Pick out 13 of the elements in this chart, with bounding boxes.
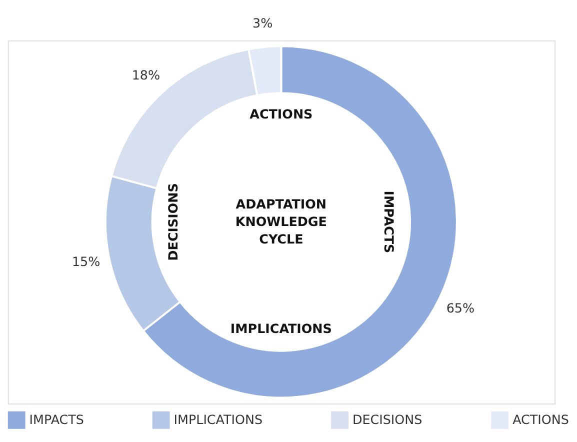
text: IMPLICATIONS — [230, 321, 332, 336]
legend-label: ACTIONS — [512, 412, 569, 428]
text: DECISIONS — [166, 183, 181, 261]
legend-label: IMPLICATIONS — [174, 412, 263, 428]
text: ACTIONS — [250, 106, 313, 122]
text: IMPACTS — [382, 190, 397, 254]
data-label: 18% — [132, 68, 160, 83]
legend-label: DECISIONS — [352, 412, 422, 428]
data-label: 65% — [446, 300, 475, 316]
legend-label: IMPACTS — [29, 412, 84, 428]
data-label: 3% — [252, 16, 273, 31]
text: ADAPTATION KNOWLEDGE CYCLE — [235, 196, 327, 246]
data-label: 15% — [72, 254, 100, 269]
